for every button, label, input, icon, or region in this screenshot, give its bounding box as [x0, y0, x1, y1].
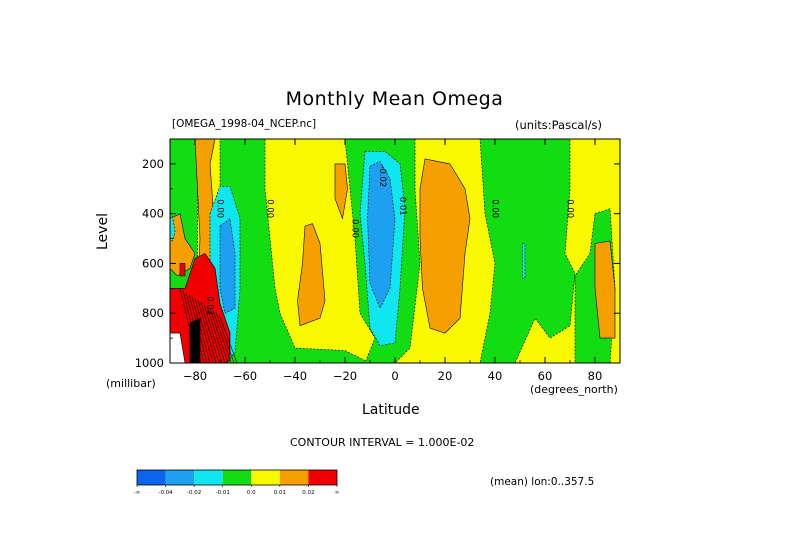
contour-hatch-line: [203, 304, 223, 363]
contour-hatch-line: [218, 314, 238, 363]
colorbar-label: -0.02: [187, 490, 201, 496]
contour-hatch-line: [197, 300, 217, 363]
filled-contour-regions: [170, 139, 620, 363]
contour-region-16: [219, 218, 236, 314]
colorbar-label: -∞: [134, 490, 141, 496]
colorbar-label: 0.01: [274, 490, 286, 496]
y-tick-label: 600: [142, 256, 164, 270]
contour-region-2: [219, 139, 366, 363]
mean-longitude-text: (mean) lon:0..357.5: [490, 476, 595, 488]
contour-region-6: [170, 213, 196, 277]
contour-hatch-line: [185, 292, 205, 363]
colorbar-label: -0.01: [216, 490, 230, 496]
contour-value-label: 0.02: [205, 296, 215, 315]
contour-region-4: [479, 139, 576, 363]
contour-region-19: [179, 263, 186, 277]
y-axis-unit-label: (millibar): [106, 377, 156, 390]
units-label: (units:Pascal/s): [515, 118, 603, 132]
contour-value-label: 0.00: [350, 219, 360, 238]
colorbar-swatch: [279, 470, 309, 485]
axes: −80 −60 −40 −20 0 20 40 60 80 200 400 600 800 1000: [135, 138, 621, 383]
x-tick-label: 0: [391, 369, 398, 383]
y-tick-label: 800: [142, 306, 164, 320]
x-tick-label: 20: [438, 369, 453, 383]
colorbar-swatch: [194, 470, 223, 485]
contour-region-17: [367, 161, 396, 309]
contour-value-label: 0.00: [490, 199, 500, 218]
contour-value-label: 0.01: [397, 197, 407, 216]
contour-hatch-line: [182, 290, 202, 363]
colorbar-label: 0.0: [247, 490, 256, 496]
y-tick-label: 400: [142, 207, 164, 221]
contour-hatch-line: [194, 298, 214, 363]
contour-value-label: 0.00: [565, 199, 575, 218]
x-tick-label: 40: [488, 369, 503, 383]
colorbar: -∞ -0.04 -0.02 -0.01 0.0 0.01 0.02 ∞: [134, 469, 340, 496]
colorbar-swatch: [137, 470, 166, 485]
contour-region-21: [170, 332, 186, 363]
dataset-label: [OMEGA_1998-04_NCEP.nc]: [172, 118, 317, 130]
colorbar-swatch: [222, 470, 252, 485]
contour-region-14: [170, 215, 176, 242]
x-tick-label: −20: [333, 369, 357, 383]
colorbar-label: -0.04: [158, 490, 173, 496]
colorbar-swatch: [165, 470, 195, 485]
contour-value-label: 0.00: [265, 199, 275, 218]
x-tick-label: 80: [588, 369, 603, 383]
contour-hatch-line: [209, 308, 229, 363]
colorbar-frame: [136, 469, 338, 486]
contour-region-11: [594, 240, 616, 339]
contour-hatch-line: [206, 306, 226, 363]
contour-hatch-line: [179, 288, 199, 363]
contour-region-10: [419, 158, 471, 334]
chart-title: Monthly Mean Omega: [285, 88, 504, 110]
contour-hatch-line: [188, 294, 208, 363]
colorbar-label: ∞: [335, 490, 340, 496]
contour-region-15: [522, 243, 526, 279]
x-axis-label: Latitude: [362, 402, 420, 418]
x-axis-unit-label: (degrees_north): [530, 383, 618, 396]
colorbar-swatch: [308, 470, 337, 485]
contour-value-label: -0.02: [377, 165, 387, 187]
colorbar-swatch: [251, 470, 280, 485]
colorbar-label: 0.02: [302, 490, 314, 496]
contour-hatch-line: [212, 310, 232, 363]
contour-region-9: [334, 163, 348, 220]
contour-hatch-line: [200, 302, 220, 363]
x-tick-label: 60: [538, 369, 553, 383]
x-tick-label: −80: [183, 369, 207, 383]
y-tick-label: 1000: [135, 356, 164, 370]
contour-interval-text: CONTOUR INTERVAL = 1.000E-02: [290, 436, 475, 449]
x-tick-label: −60: [233, 369, 257, 383]
contour-label-group: 0.00 0.00 0.00 -0.02 0.01 0.00 0.00 0.02: [205, 165, 575, 315]
contour-hatch-line: [191, 296, 211, 363]
contour-region-8: [297, 223, 326, 327]
contour-value-label: 0.00: [215, 199, 225, 218]
contour-hatch-line: [215, 312, 235, 363]
x-tick-label: −40: [283, 369, 307, 383]
y-tick-label: 200: [142, 157, 164, 171]
